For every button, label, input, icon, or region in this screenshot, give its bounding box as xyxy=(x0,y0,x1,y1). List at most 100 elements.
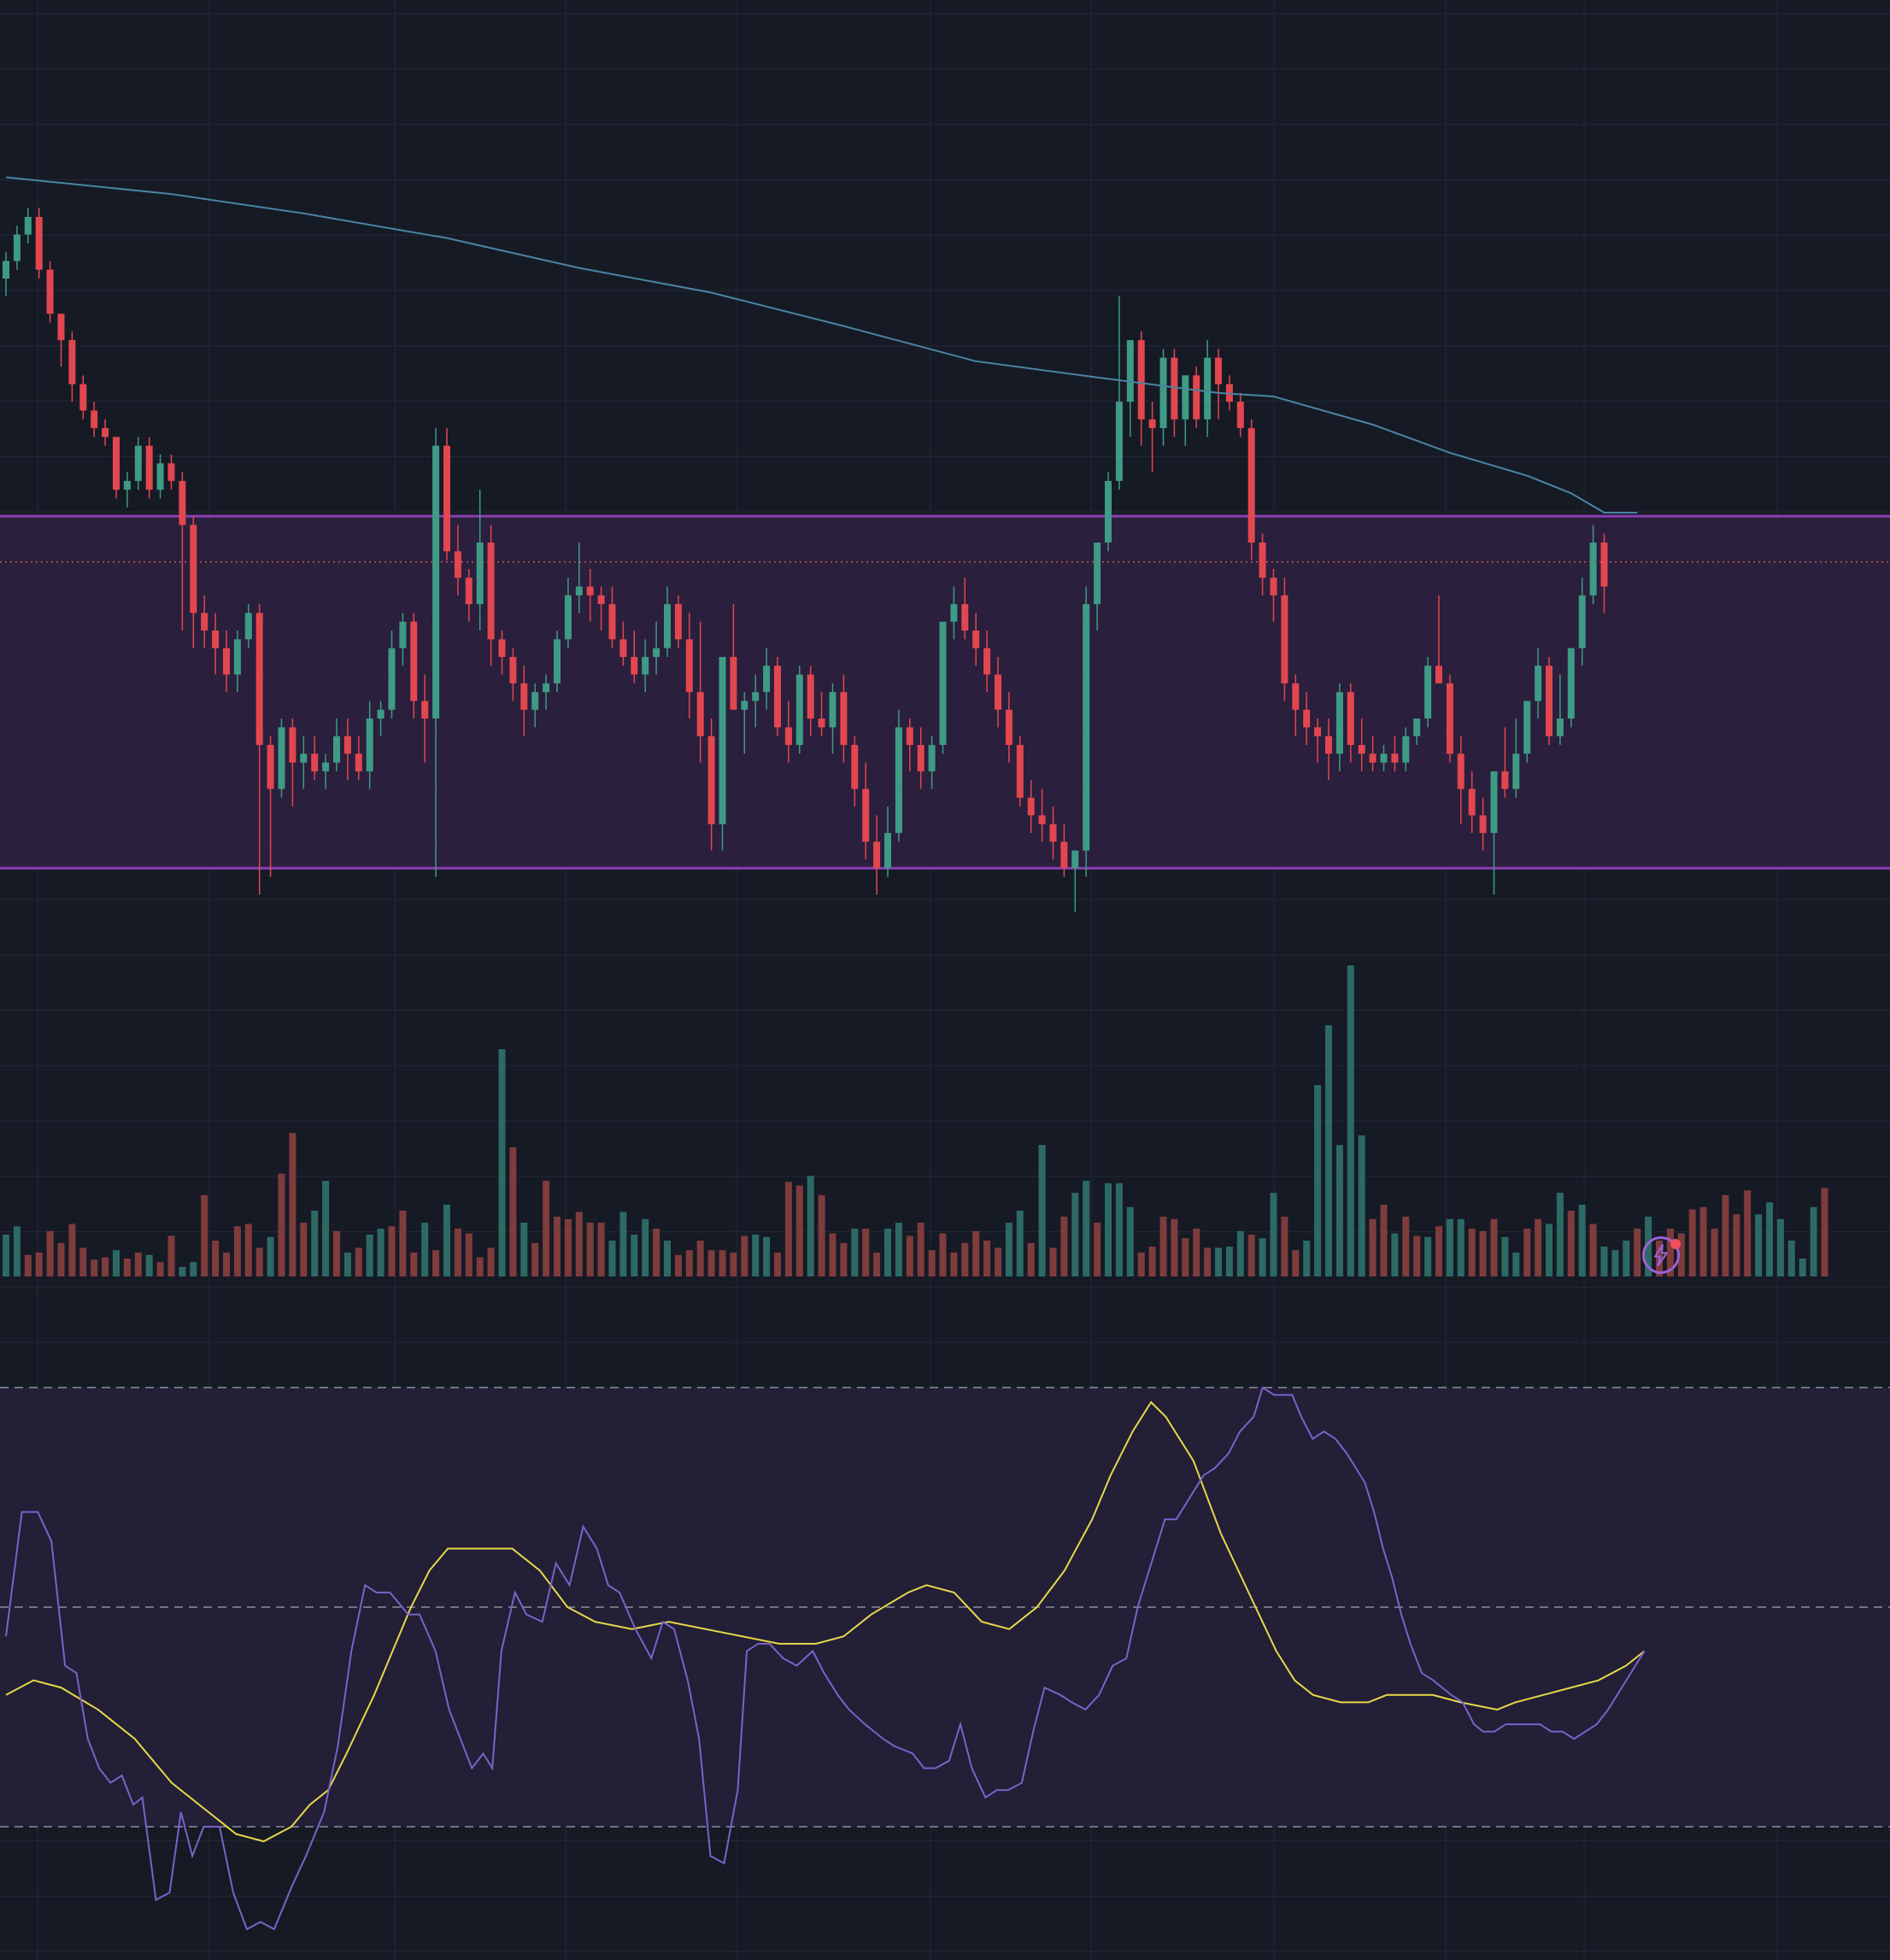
volume-bar xyxy=(1589,1224,1597,1276)
candle-body xyxy=(1126,340,1134,402)
candle-body xyxy=(906,727,913,745)
volume-bar xyxy=(498,1049,506,1276)
volume-bar xyxy=(223,1253,230,1276)
volume-bar xyxy=(333,1230,340,1276)
candle-body xyxy=(79,384,87,411)
candle-body xyxy=(642,656,649,675)
candle-body xyxy=(476,543,484,605)
volume-bar xyxy=(1512,1253,1520,1276)
volume-bar xyxy=(784,1182,792,1276)
candle-body xyxy=(68,340,76,384)
candle-body xyxy=(1105,480,1112,543)
volume-bar xyxy=(377,1229,384,1276)
volume-bar xyxy=(1038,1145,1046,1276)
volume-bar xyxy=(1787,1241,1795,1276)
candle-body xyxy=(179,480,186,525)
candle-body xyxy=(895,727,902,833)
volume-bar xyxy=(1578,1205,1586,1276)
candle-body xyxy=(1413,719,1421,736)
candle-body xyxy=(1523,701,1531,754)
candle-body xyxy=(674,604,682,640)
candle-body xyxy=(410,621,418,701)
candle-body xyxy=(1314,727,1322,736)
volume-bar xyxy=(399,1211,407,1276)
volume-bar xyxy=(1225,1247,1233,1276)
volume-bar xyxy=(1204,1247,1212,1276)
price-candles xyxy=(3,208,1608,913)
volume-bar xyxy=(597,1223,605,1276)
volume-bar xyxy=(1303,1241,1311,1276)
volume-bar xyxy=(1049,1247,1057,1276)
volume-bar xyxy=(355,1247,362,1276)
volume-bar xyxy=(763,1236,771,1276)
candle-body xyxy=(1435,666,1442,684)
rsi-line xyxy=(5,1386,1646,1931)
volume-bar xyxy=(255,1247,263,1276)
candle-body xyxy=(300,754,308,763)
candle-body xyxy=(1292,683,1300,710)
volume-bar xyxy=(818,1194,825,1276)
candle-body xyxy=(554,639,561,684)
volume-bar xyxy=(123,1259,131,1276)
volume-bar xyxy=(939,1233,947,1276)
volume-bar xyxy=(1281,1217,1288,1276)
volume-bar xyxy=(1457,1218,1464,1276)
volume-bar xyxy=(79,1247,87,1276)
candle-body xyxy=(1071,850,1079,869)
candle-body xyxy=(763,666,771,693)
candle-body xyxy=(91,410,98,429)
candle-body xyxy=(1347,692,1354,745)
volume-bar xyxy=(1523,1229,1531,1276)
volume-bar xyxy=(410,1253,418,1276)
volume-bar xyxy=(167,1235,175,1276)
volume-bar xyxy=(1755,1214,1763,1276)
volume-bar xyxy=(1292,1250,1300,1276)
volume-bar xyxy=(1634,1229,1641,1276)
volume-bar xyxy=(807,1176,814,1276)
candle-body xyxy=(851,744,859,789)
candle-body xyxy=(1182,375,1189,420)
volume-bar xyxy=(543,1181,550,1276)
volume-bar xyxy=(1369,1218,1376,1276)
volume-bar xyxy=(1380,1205,1388,1276)
volume-bar xyxy=(1567,1211,1575,1276)
volume-bar xyxy=(1810,1206,1817,1276)
volume-bar xyxy=(432,1250,440,1276)
volume-bar xyxy=(102,1257,109,1276)
volume-bar xyxy=(586,1223,594,1276)
volume-bar xyxy=(608,1241,616,1276)
candle-body xyxy=(1479,815,1487,833)
candle-body xyxy=(1468,789,1476,816)
volume-bar xyxy=(1005,1223,1012,1276)
volume-bar xyxy=(972,1230,980,1276)
candle-body xyxy=(1259,543,1266,578)
candle-body xyxy=(3,261,9,279)
volume-bar xyxy=(840,1242,848,1276)
volume-bar xyxy=(1027,1242,1035,1276)
lightning-replay-icon[interactable] xyxy=(1642,1236,1680,1274)
volume-bar xyxy=(1744,1190,1752,1276)
rsi-signal-line xyxy=(5,1400,1646,1843)
candle-body xyxy=(1358,744,1365,754)
volume-bar xyxy=(244,1224,252,1276)
volume-bar xyxy=(983,1241,991,1276)
volume-bar xyxy=(145,1254,153,1276)
volume-bar xyxy=(707,1250,715,1276)
candle-body xyxy=(1115,402,1123,481)
candle-body xyxy=(244,613,252,640)
volume-bar xyxy=(1193,1229,1200,1276)
volume-bar xyxy=(1821,1188,1828,1276)
volume-bar xyxy=(322,1181,330,1276)
candle-body xyxy=(443,445,450,552)
volume-bar xyxy=(1137,1253,1145,1276)
volume-bar xyxy=(696,1241,704,1276)
candle-body xyxy=(1391,754,1399,763)
candle-body xyxy=(1060,842,1068,869)
volume-bar xyxy=(829,1233,836,1276)
moving-average xyxy=(5,176,1638,513)
candle-body xyxy=(278,727,285,789)
candle-body xyxy=(795,674,803,745)
volume-bar xyxy=(719,1250,726,1276)
candle-body xyxy=(520,683,528,710)
